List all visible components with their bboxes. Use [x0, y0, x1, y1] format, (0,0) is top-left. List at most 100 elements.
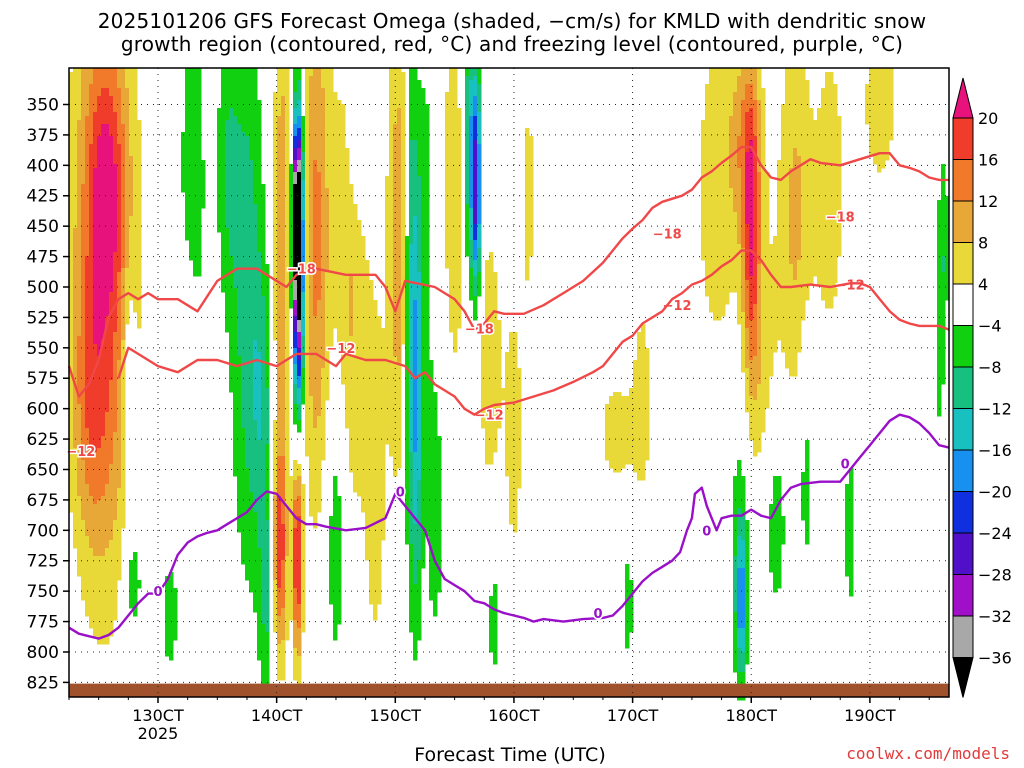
omega-cell	[305, 116, 310, 121]
omega-cell	[253, 512, 258, 517]
omega-cell	[277, 300, 282, 305]
omega-cell	[293, 292, 298, 297]
omega-cell	[273, 564, 278, 569]
omega-cell	[113, 152, 118, 157]
omega-cell	[305, 192, 310, 197]
omega-cell	[93, 284, 98, 289]
omega-cell	[237, 200, 242, 205]
omega-cell	[193, 248, 198, 253]
omega-cell	[217, 116, 222, 121]
omega-cell	[297, 308, 302, 313]
omega-cell	[305, 412, 310, 417]
omega-cell	[89, 76, 94, 81]
omega-cell	[105, 248, 110, 253]
omega-cell	[249, 376, 254, 381]
omega-cell	[169, 624, 174, 629]
omega-cell	[257, 376, 262, 381]
omega-cell	[193, 168, 198, 173]
omega-cell	[257, 584, 262, 589]
omega-cell	[109, 356, 114, 361]
omega-cell	[245, 172, 250, 177]
omega-cell	[273, 248, 278, 253]
omega-cell	[85, 232, 90, 237]
omega-cell	[233, 340, 238, 345]
omega-cell	[93, 172, 98, 177]
omega-cell	[293, 268, 298, 273]
omega-cell	[293, 472, 298, 477]
omega-cell	[237, 428, 242, 433]
omega-cell	[253, 76, 258, 81]
omega-cell	[89, 304, 94, 309]
omega-cell	[273, 580, 278, 585]
omega-cell	[265, 556, 270, 561]
omega-cell	[257, 612, 262, 617]
omega-cell	[249, 524, 254, 529]
omega-cell	[249, 140, 254, 145]
omega-cell	[221, 112, 226, 117]
omega-cell	[233, 188, 238, 193]
omega-cell	[241, 296, 246, 301]
omega-cell	[221, 204, 226, 209]
omega-cell	[109, 576, 114, 581]
omega-cell	[113, 532, 118, 537]
omega-cell	[73, 100, 78, 105]
omega-cell	[289, 560, 294, 565]
omega-cell	[277, 392, 282, 397]
omega-cell	[229, 96, 234, 101]
omega-cell	[221, 116, 226, 121]
omega-cell	[261, 500, 266, 505]
omega-cell	[129, 96, 134, 101]
omega-cell	[117, 500, 122, 505]
omega-cell	[237, 456, 242, 461]
omega-cell	[113, 580, 118, 585]
omega-cell	[121, 108, 126, 113]
omega-cell	[105, 548, 110, 553]
omega-cell	[73, 96, 78, 101]
omega-cell	[113, 204, 118, 209]
omega-cell	[297, 84, 302, 89]
omega-cell	[233, 352, 238, 357]
omega-cell	[305, 244, 310, 249]
omega-cell	[117, 484, 122, 489]
omega-cell	[81, 248, 86, 253]
omega-cell	[289, 584, 294, 589]
omega-cell	[73, 348, 78, 353]
omega-cell	[257, 352, 262, 357]
omega-cell	[69, 204, 74, 209]
omega-cell	[273, 568, 278, 573]
omega-cell	[297, 328, 302, 333]
omega-cell	[97, 364, 102, 369]
omega-cell	[125, 148, 130, 153]
omega-cell	[125, 172, 130, 177]
omega-cell	[261, 436, 266, 441]
omega-cell	[301, 144, 306, 149]
omega-cell	[189, 232, 194, 237]
omega-cell	[233, 184, 238, 189]
omega-cell	[309, 104, 314, 109]
omega-cell	[289, 548, 294, 553]
omega-cell	[89, 208, 94, 213]
omega-cell	[109, 132, 114, 137]
omega-cell	[89, 428, 94, 433]
omega-cell	[77, 240, 82, 245]
omega-cell	[185, 68, 190, 73]
omega-cell	[281, 224, 286, 229]
omega-cell	[185, 184, 190, 189]
omega-cell	[241, 520, 246, 525]
omega-cell	[185, 208, 190, 213]
omega-cell	[273, 328, 278, 333]
omega-cell	[265, 380, 270, 385]
omega-cell	[121, 92, 126, 97]
omega-cell	[113, 528, 118, 533]
omega-cell	[113, 272, 118, 277]
omega-cell	[109, 284, 114, 289]
omega-cell	[305, 96, 310, 101]
omega-cell	[121, 400, 126, 405]
omega-cell	[265, 480, 270, 485]
omega-cell	[93, 600, 98, 605]
omega-cell	[249, 280, 254, 285]
omega-cell	[73, 236, 78, 241]
omega-cell	[245, 532, 250, 537]
omega-cell	[237, 216, 242, 221]
omega-cell	[229, 100, 234, 105]
